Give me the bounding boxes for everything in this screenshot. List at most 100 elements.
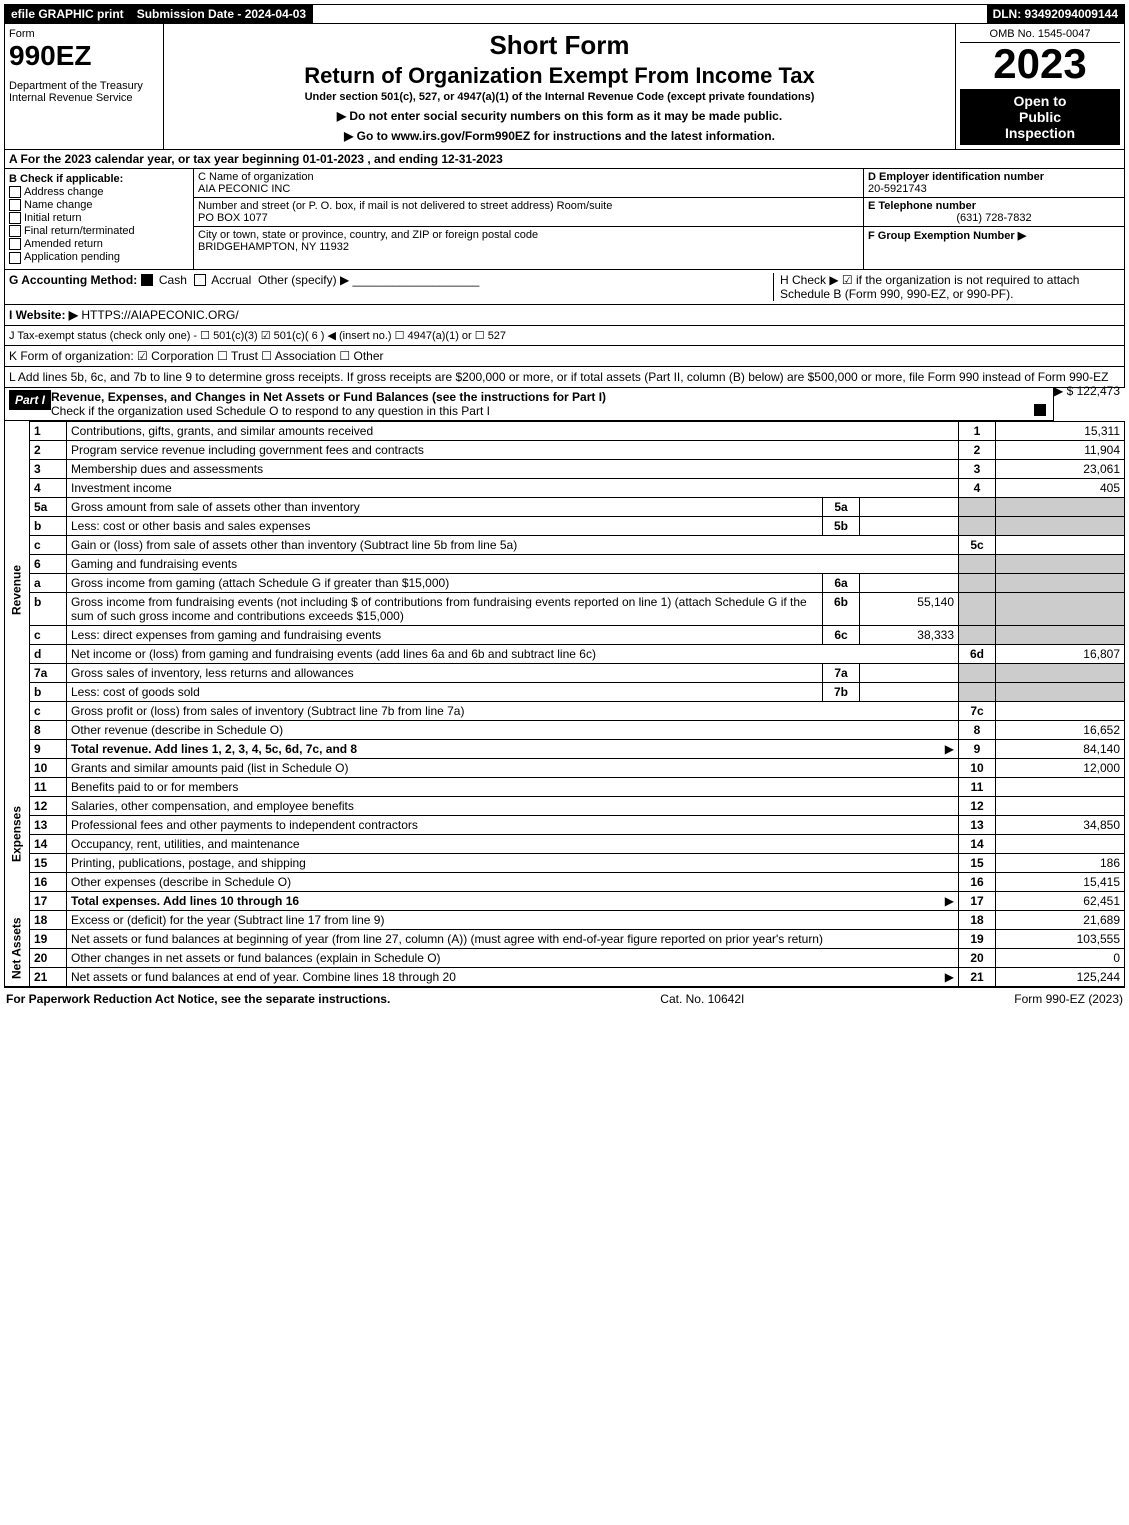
form-code: 990EZ bbox=[9, 40, 159, 72]
line-6d: d Net income or (loss) from gaming and f… bbox=[5, 644, 1125, 663]
line-6b: b Gross income from fundraising events (… bbox=[5, 592, 1125, 625]
val-8: 16,652 bbox=[996, 720, 1125, 739]
revenue-side-label: Revenue bbox=[5, 421, 30, 758]
row-i-website: I Website: ▶ HTTPS://AIAPECONIC.ORG/ bbox=[4, 305, 1125, 326]
accounting-method: G Accounting Method: Cash Accrual Other … bbox=[9, 273, 773, 301]
row-k-form-org: K Form of organization: ☑ Corporation ☐ … bbox=[4, 346, 1125, 367]
footer-formid: Form 990-EZ (2023) bbox=[1014, 992, 1123, 1006]
line-11: 11 Benefits paid to or for members 11 bbox=[5, 777, 1125, 796]
chk-schedule-o[interactable] bbox=[1034, 404, 1046, 416]
g-label: G Accounting Method: bbox=[9, 273, 137, 287]
footer-left: For Paperwork Reduction Act Notice, see … bbox=[6, 992, 390, 1006]
row-j-tax-exempt: J Tax-exempt status (check only one) - ☐… bbox=[4, 326, 1125, 346]
website-label: I Website: ▶ bbox=[9, 308, 78, 322]
section-a-text: A For the 2023 calendar year, or tax yea… bbox=[9, 152, 503, 166]
line-12: 12 Salaries, other compensation, and emp… bbox=[5, 796, 1125, 815]
part1-header-row: Part I Revenue, Expenses, and Changes in… bbox=[4, 388, 1054, 421]
name-label: C Name of organization bbox=[198, 171, 859, 183]
chk-amended-return[interactable]: Amended return bbox=[9, 238, 189, 250]
chk-application-pending[interactable]: Application pending bbox=[9, 251, 189, 263]
val-19: 103,555 bbox=[996, 929, 1125, 948]
line-3: 3 Membership dues and assessments 3 23,0… bbox=[5, 459, 1125, 478]
val-17: 62,451 bbox=[996, 891, 1125, 910]
line-5a: 5a Gross amount from sale of assets othe… bbox=[5, 497, 1125, 516]
name-value: AIA PECONIC INC bbox=[198, 183, 859, 195]
chk-final-return[interactable]: Final return/terminated bbox=[9, 225, 189, 237]
chk-accrual[interactable] bbox=[194, 274, 206, 286]
phone-value: (631) 728-7832 bbox=[868, 212, 1120, 224]
section-a-tax-year: A For the 2023 calendar year, or tax yea… bbox=[4, 150, 1125, 169]
arrow-icon: ▶ bbox=[945, 742, 954, 756]
col-def: D Employer identification number 20-5921… bbox=[863, 169, 1124, 269]
col-b-checkboxes: B Check if applicable: Address change Na… bbox=[5, 169, 194, 269]
line-9: 9 Total revenue. Add lines 1, 2, 3, 4, 5… bbox=[5, 739, 1125, 758]
line-14: 14 Occupancy, rent, utilities, and maint… bbox=[5, 834, 1125, 853]
line-1: Revenue 1 Contributions, gifts, grants, … bbox=[5, 421, 1125, 440]
row-g-h: G Accounting Method: Cash Accrual Other … bbox=[4, 270, 1125, 305]
form-id-block: Form 990EZ Department of the Treasury In… bbox=[5, 24, 164, 149]
col-c-org-name-addr: C Name of organization AIA PECONIC INC N… bbox=[194, 169, 863, 269]
part1-title: Revenue, Expenses, and Changes in Net As… bbox=[51, 390, 606, 404]
chk-cash[interactable] bbox=[141, 274, 153, 286]
row-l-value: ▶ $ 122,473 bbox=[1054, 384, 1120, 398]
top-bar: efile GRAPHIC print Submission Date - 20… bbox=[4, 4, 1125, 24]
website-link[interactable]: HTTPS://AIAPECONIC.ORG/ bbox=[81, 308, 238, 322]
line-16: 16 Other expenses (describe in Schedule … bbox=[5, 872, 1125, 891]
line-21: 21 Net assets or fund balances at end of… bbox=[5, 967, 1125, 986]
dln: DLN: 93492094009144 bbox=[987, 5, 1124, 23]
open-line3: Inspection bbox=[964, 125, 1116, 141]
line-7c: c Gross profit or (loss) from sales of i… bbox=[5, 701, 1125, 720]
line-8: 8 Other revenue (describe in Schedule O)… bbox=[5, 720, 1125, 739]
footer-catno: Cat. No. 10642I bbox=[660, 992, 744, 1006]
line-18: Net Assets 18 Excess or (deficit) for th… bbox=[5, 910, 1125, 929]
line-19: 19 Net assets or fund balances at beginn… bbox=[5, 929, 1125, 948]
tax-year: 2023 bbox=[960, 43, 1120, 85]
open-line2: Public bbox=[964, 109, 1116, 125]
arrow-icon: ▶ bbox=[945, 894, 954, 908]
city-value: BRIDGEHAMPTON, NY 11932 bbox=[198, 241, 859, 253]
expenses-side-label: Expenses bbox=[5, 758, 30, 910]
val-16: 15,415 bbox=[996, 872, 1125, 891]
val-3: 23,061 bbox=[996, 459, 1125, 478]
part1-table: Revenue 1 Contributions, gifts, grants, … bbox=[4, 421, 1125, 987]
ein-value: 20-5921743 bbox=[868, 183, 927, 195]
row-l-text: L Add lines 5b, 6c, and 7b to line 9 to … bbox=[9, 370, 1108, 384]
goto-link[interactable]: ▶ Go to www.irs.gov/Form990EZ for instru… bbox=[168, 129, 951, 143]
line-5b: b Less: cost or other basis and sales ex… bbox=[5, 516, 1125, 535]
phone-label: E Telephone number bbox=[868, 200, 976, 212]
line-15: 15 Printing, publications, postage, and … bbox=[5, 853, 1125, 872]
submission-date: Submission Date - 2024-04-03 bbox=[131, 5, 313, 23]
chk-address-change[interactable]: Address change bbox=[9, 186, 189, 198]
line-6c: c Less: direct expenses from gaming and … bbox=[5, 625, 1125, 644]
val-4: 405 bbox=[996, 478, 1125, 497]
form-title-block: Short Form Return of Organization Exempt… bbox=[164, 24, 956, 149]
line-7a: 7a Gross sales of inventory, less return… bbox=[5, 663, 1125, 682]
line-7b: b Less: cost of goods sold 7b bbox=[5, 682, 1125, 701]
subtitle: Under section 501(c), 527, or 4947(a)(1)… bbox=[168, 91, 951, 103]
line-17: 17 Total expenses. Add lines 10 through … bbox=[5, 891, 1125, 910]
val-6c: 38,333 bbox=[860, 625, 959, 644]
ein-label: D Employer identification number bbox=[868, 171, 1044, 183]
val-6b: 55,140 bbox=[860, 592, 959, 625]
line-6: 6 Gaming and fundraising events bbox=[5, 554, 1125, 573]
col-b-title: B Check if applicable: bbox=[9, 173, 123, 185]
row-l-gross-receipts: L Add lines 5b, 6c, and 7b to line 9 to … bbox=[4, 367, 1125, 388]
chk-name-change[interactable]: Name change bbox=[9, 199, 189, 211]
arrow-icon: ▶ bbox=[945, 970, 954, 984]
form-word: Form bbox=[9, 28, 159, 40]
line-5c: c Gain or (loss) from sale of assets oth… bbox=[5, 535, 1125, 554]
city-label: City or town, state or province, country… bbox=[198, 229, 859, 241]
chk-initial-return[interactable]: Initial return bbox=[9, 212, 189, 224]
line-6a: a Gross income from gaming (attach Sched… bbox=[5, 573, 1125, 592]
val-2: 11,904 bbox=[996, 440, 1125, 459]
val-10: 12,000 bbox=[996, 758, 1125, 777]
part1-checknote: Check if the organization used Schedule … bbox=[51, 404, 490, 418]
ssn-warning: ▶ Do not enter social security numbers o… bbox=[168, 109, 951, 123]
open-to-public-box: Open to Public Inspection bbox=[960, 89, 1120, 145]
page-footer: For Paperwork Reduction Act Notice, see … bbox=[4, 987, 1125, 1010]
efile-print-button[interactable]: efile GRAPHIC print bbox=[5, 5, 131, 23]
org-info-grid: B Check if applicable: Address change Na… bbox=[4, 169, 1125, 270]
form-header: Form 990EZ Department of the Treasury In… bbox=[4, 24, 1125, 150]
addr-label: Number and street (or P. O. box, if mail… bbox=[198, 200, 859, 212]
val-21: 125,244 bbox=[996, 967, 1125, 986]
